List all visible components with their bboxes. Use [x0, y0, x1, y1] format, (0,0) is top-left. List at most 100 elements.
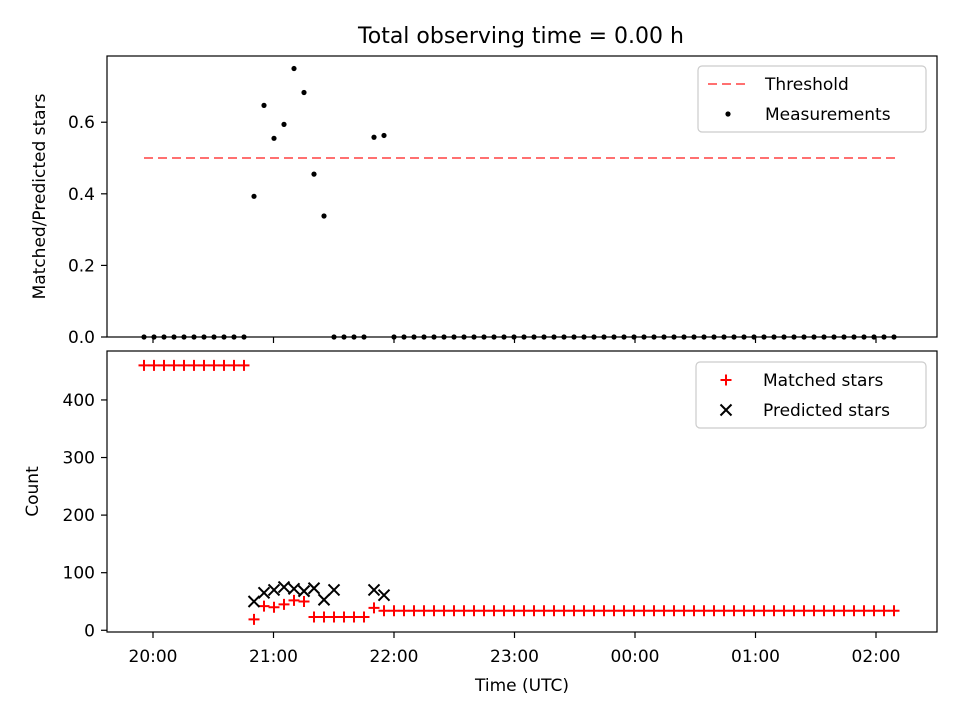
predicted-star-marker [317, 593, 331, 606]
matched-star-marker [468, 605, 480, 617]
matched-star-marker [228, 359, 240, 371]
matched-star-marker [218, 359, 230, 371]
bottom-panel: 0 100 200 300 400 20:00 21:00 22:00 23:00 00:00 01… [23, 350, 938, 696]
matched-star-marker [338, 611, 350, 623]
matched-star-marker [448, 605, 460, 617]
matched-star-marker [888, 605, 900, 617]
matched-star-marker [658, 605, 670, 617]
matched-star-marker [688, 605, 700, 617]
matched-star-marker [188, 359, 200, 371]
measurement-point [521, 334, 527, 340]
measurement-point [421, 334, 427, 340]
predicted-star-marker [307, 582, 321, 595]
measurement-point [281, 121, 287, 127]
legend-measurement-swatch [725, 111, 731, 117]
measurement-point [551, 334, 557, 340]
measurement-point [441, 334, 447, 340]
measurement-point [601, 334, 607, 340]
measurement-point [211, 334, 217, 340]
matched-star-marker [318, 611, 330, 623]
matched-star-marker [488, 605, 500, 617]
matched-star-marker [768, 605, 780, 617]
measurement-point [831, 334, 837, 340]
legend-label: Measurements [765, 105, 891, 125]
x-tick-label: 02:00 [852, 647, 901, 667]
measurement-point [581, 334, 587, 340]
measurement-point [851, 334, 857, 340]
matched-star-marker [588, 605, 600, 617]
x-tick-label: 20:00 [129, 647, 178, 667]
matched-star-marker [368, 602, 380, 614]
predicted-star-marker [247, 595, 261, 608]
measurement-point [891, 334, 897, 340]
matched-star-marker [638, 605, 650, 617]
matched-star-marker [208, 359, 220, 371]
measurement-point [861, 334, 867, 340]
measurement-point [491, 334, 497, 340]
axes-frame [106, 350, 938, 633]
measurement-point [361, 334, 367, 340]
matched-star-marker [788, 605, 800, 617]
measurement-point [311, 171, 317, 177]
measurement-point [701, 334, 707, 340]
legend-label: Matched stars [763, 371, 883, 391]
y-tick-label: 100 [63, 564, 95, 584]
measurement-point [411, 334, 417, 340]
measurement-point [321, 213, 327, 219]
matched-star-marker [138, 359, 150, 371]
measurement-point [431, 334, 437, 340]
measurement-point [221, 334, 227, 340]
matched-star-marker [548, 605, 560, 617]
measurement-point [371, 134, 377, 140]
x-tick-label: 00:00 [611, 647, 660, 667]
x-tick-label: 23:00 [490, 647, 539, 667]
predicted-star-marker [257, 586, 271, 600]
measurement-point [821, 334, 827, 340]
matched-star-marker [508, 605, 520, 617]
measurement-point [661, 334, 667, 340]
x-tick-label: 01:00 [731, 647, 780, 667]
matched-star-marker [828, 605, 840, 617]
measurement-point [471, 334, 477, 340]
measurement-point [541, 334, 547, 340]
matched-star-marker [538, 605, 550, 617]
y-tick-label: 400 [63, 391, 95, 411]
matched-star-marker [558, 605, 570, 617]
matched-star-marker [798, 605, 810, 617]
predicted-star-marker [297, 584, 311, 598]
matched-star-marker [678, 605, 690, 617]
matched-star-marker [718, 605, 730, 617]
measurement-point [151, 334, 157, 340]
measurement-point [841, 334, 847, 340]
matched-star-marker [458, 605, 470, 617]
matched-star-marker [398, 605, 410, 617]
measurement-point [771, 334, 777, 340]
measurement-point [271, 135, 277, 141]
measurement-point [451, 334, 457, 340]
measurement-point [461, 334, 467, 340]
legend-box [695, 361, 927, 429]
measurement-point [711, 334, 717, 340]
matched-star-marker [298, 595, 310, 607]
figure-title: Total observing time = 0.00 h [357, 24, 684, 49]
measurement-point [501, 334, 507, 340]
predicted-star-marker [277, 580, 291, 594]
matched-star-marker [838, 605, 850, 617]
matched-star-marker [268, 601, 280, 613]
measurement-point [881, 334, 887, 340]
matched-star-marker [818, 605, 830, 617]
y-tick-label: 0.2 [68, 256, 95, 276]
measurement-point [241, 334, 247, 340]
predicted-star-marker [327, 583, 341, 597]
legend-matched-swatch [720, 374, 732, 386]
measurement-point [741, 334, 747, 340]
matched-star-marker [808, 605, 820, 617]
legend: Matched stars Predicted stars [695, 361, 927, 429]
x-axis-label: Time (UTC) [474, 676, 569, 696]
matched-star-marker [178, 359, 190, 371]
matched-star-marker [388, 605, 400, 617]
measurement-point [681, 334, 687, 340]
predicted-star-marker [367, 583, 381, 597]
predicted-star-marker [287, 582, 301, 596]
